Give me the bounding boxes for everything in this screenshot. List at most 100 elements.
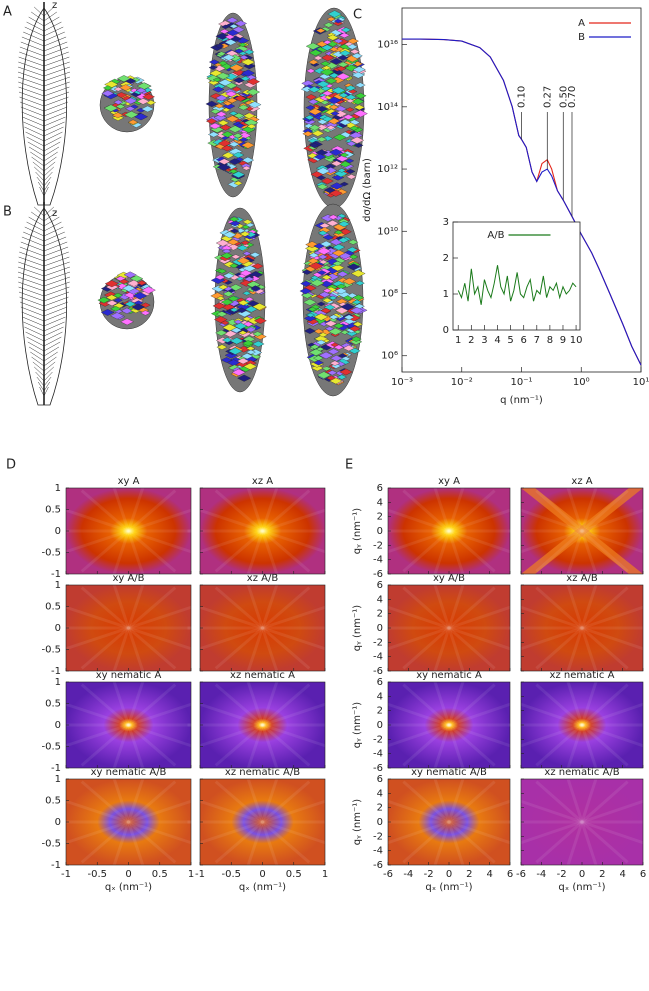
cluster-leaf (242, 316, 252, 322)
heatmap-texture (194, 507, 263, 533)
leaf-vein (43, 286, 70, 297)
cluster-leaf (348, 131, 364, 139)
cluster-leaf (335, 72, 351, 81)
cluster-leaf (241, 353, 254, 360)
panel-title: xz nematic A/B (225, 767, 300, 778)
x-tick-label: 9 (560, 335, 566, 346)
cluster-leaf (246, 280, 261, 289)
heatmap-texture (214, 780, 264, 824)
cluster-leaf (216, 72, 231, 80)
heatmap-texture (564, 771, 584, 823)
leaf-vein (17, 76, 45, 87)
heatmap-texture (128, 507, 197, 533)
cluster-leaf (307, 98, 319, 105)
panel-title: xz nematic A (230, 670, 295, 681)
heatmap-texture (402, 586, 450, 630)
cluster-leaf (320, 61, 331, 67)
cluster-leaf (333, 38, 344, 44)
cluster-leaf (205, 100, 219, 108)
x-tick-label: 2 (466, 869, 472, 880)
heatmap-texture (261, 530, 281, 582)
cluster-leaf (234, 48, 244, 54)
leaf-vein (43, 111, 67, 122)
y-axis-label: qᵧ (nm⁻¹) (352, 702, 363, 749)
cluster-leaf (218, 284, 229, 290)
cluster-leaf (352, 66, 366, 73)
leaf-vein (43, 91, 70, 102)
cluster-leaf (330, 160, 343, 167)
cluster-leaf (238, 160, 249, 167)
heatmap-texture (262, 723, 331, 749)
cluster-leaf (309, 279, 325, 287)
cluster-leaf (328, 189, 343, 197)
x-tick-label: 4 (619, 869, 625, 880)
y-tick-label: 10¹⁴ (377, 102, 398, 113)
cluster-leaf (229, 228, 240, 234)
heatmap-texture (128, 820, 197, 846)
cluster-leaf (241, 69, 256, 77)
leaf-vein (43, 311, 67, 322)
y-tick-label: 2 (377, 706, 383, 717)
leaf-vein (43, 136, 62, 147)
leaf-vein (21, 111, 45, 122)
leaf-vein (20, 41, 45, 52)
heatmap-texture (448, 529, 516, 555)
y-tick-label: 10¹⁶ (377, 40, 398, 51)
leaf-vein (43, 181, 50, 192)
leaf-vein (43, 96, 69, 107)
cluster-leaf (217, 60, 228, 66)
leaf-vein (43, 106, 68, 117)
cluster-leaf (131, 303, 145, 311)
cluster-leaf (337, 220, 351, 228)
cluster-leaf (141, 105, 155, 113)
cluster-leaf (351, 98, 365, 105)
cluster-leaf (316, 136, 328, 142)
leaf-vein (24, 126, 45, 137)
x-tick-label: -1 (61, 869, 71, 880)
heatmap-texture (194, 626, 263, 652)
cluster-leaf (308, 108, 323, 116)
heatmap-texture (581, 529, 629, 573)
heatmap-texture (261, 489, 311, 533)
cluster-leaf (228, 169, 239, 174)
cluster-leaf (222, 291, 235, 297)
heatmap-texture (581, 780, 629, 824)
cluster-leaf (308, 49, 323, 57)
cluster-leaf (221, 24, 230, 30)
cluster-leaf (313, 360, 324, 366)
cluster-leaf (110, 312, 125, 320)
x-tick-label: 0 (579, 869, 585, 880)
cluster-leaf (245, 327, 257, 333)
cluster-leaf (235, 228, 246, 234)
y-tick-label: 1 (443, 289, 449, 300)
leaf-vein (43, 291, 70, 302)
cluster-leaf (346, 263, 361, 271)
y-axis-label: qᵧ (nm⁻¹) (352, 508, 363, 555)
cluster-leaf (220, 320, 230, 325)
cluster-leaf (208, 122, 222, 130)
heatmap-texture (80, 723, 130, 767)
y-tick-label: 0 (377, 720, 383, 731)
heatmap-texture (261, 626, 311, 670)
leaf-vein (20, 306, 45, 317)
leaf-vein (43, 306, 68, 317)
heatmap-texture (127, 820, 177, 864)
heatmap-texture (402, 683, 450, 727)
heatmap-texture (448, 798, 516, 824)
heatmap-texture (515, 820, 583, 846)
heatmap-texture (261, 627, 281, 679)
cluster-leaf (318, 332, 328, 338)
heatmap-texture (261, 820, 311, 864)
cluster-leaf (308, 59, 319, 65)
leaf-vein (27, 341, 45, 352)
heatmap-texture (128, 626, 197, 652)
heatmap-texture (80, 586, 130, 630)
cluster-leaf (308, 124, 321, 131)
leaf-vein (43, 66, 71, 77)
heatmap-texture (447, 821, 467, 873)
heatmap-texture (448, 820, 496, 864)
cluster-leaf (208, 59, 220, 65)
cluster-leaf (349, 49, 360, 55)
heatmap-texture (110, 674, 130, 726)
cluster-leaf (239, 231, 251, 237)
